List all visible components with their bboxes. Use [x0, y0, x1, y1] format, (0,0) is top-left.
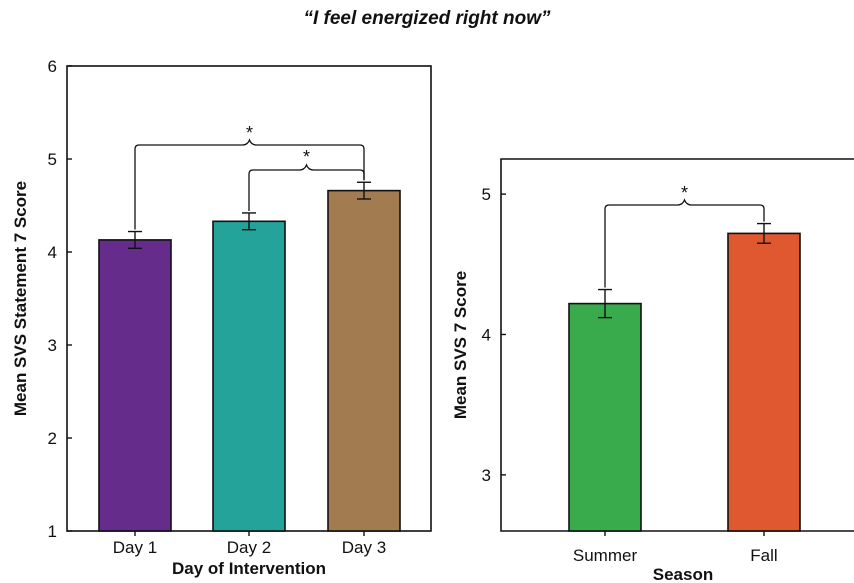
bar-fall [727, 232, 801, 532]
y-tick-label: 3 [48, 336, 57, 355]
x-tick-label: Fall [750, 546, 777, 565]
y-tick-label: 4 [482, 325, 491, 344]
x-tick-label: Day 3 [342, 538, 386, 557]
y-tick-label: 5 [482, 185, 491, 204]
y-tick-label: 3 [482, 466, 491, 485]
figure-title: “I feel energized right now” [303, 8, 551, 29]
y-tick-label: 6 [48, 57, 57, 76]
chart-1: 1 2 3 4 5 6 Day 1 Day 2 Day 3 Day of Intervention… [11, 57, 432, 578]
x-tick-label: Day 2 [227, 538, 271, 557]
x-tick-label: Day 1 [113, 538, 157, 557]
x-tick-label: Summer [573, 546, 638, 565]
significance-star: * [303, 147, 310, 167]
x-axis-label: Day of Intervention [172, 559, 326, 578]
bar-day-3 [327, 189, 401, 532]
significance-bracket [248, 163, 365, 211]
y-axis-label: Mean SVS 7 Score [451, 271, 470, 419]
x-axis-label: Season [653, 565, 713, 583]
y-tick-label: 4 [48, 243, 57, 262]
y-tick-label: 1 [48, 522, 57, 541]
plot-frame [500, 158, 854, 532]
chart-2: 3 4 5 Summer Fall Season Mean SVS 7 Score * [451, 158, 854, 583]
significance-bracket [604, 198, 765, 288]
significance-star: * [246, 123, 253, 143]
significance-star: * [681, 183, 688, 203]
significance-bracket [134, 138, 365, 230]
y-tick-label: 2 [48, 429, 57, 448]
bar-day-1 [98, 239, 172, 532]
y-axis-label: Mean SVS Statement 7 Score [11, 181, 30, 416]
y-tick-label: 5 [48, 150, 57, 169]
bar-summer [568, 302, 642, 532]
bar-day-2 [212, 220, 286, 532]
